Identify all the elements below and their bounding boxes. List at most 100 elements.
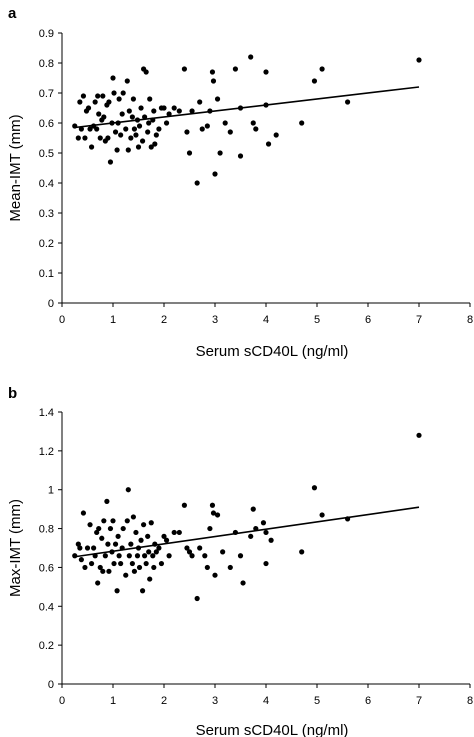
data-point [176, 529, 182, 536]
data-point [85, 105, 92, 111]
y-tick-label: 0.1 [39, 268, 54, 280]
data-point [84, 545, 91, 551]
x-tick-label: 5 [314, 695, 320, 707]
data-point [104, 498, 110, 504]
data-point [109, 549, 115, 555]
data-point [94, 529, 100, 536]
data-point [299, 549, 305, 555]
data-point [227, 129, 233, 135]
data-point [148, 520, 154, 526]
data-point [265, 141, 272, 147]
data-point [77, 99, 83, 105]
data-point [116, 553, 122, 559]
data-point [260, 520, 267, 526]
data-point [204, 123, 210, 129]
data-point [237, 553, 244, 559]
data-point [186, 549, 193, 555]
data-point [189, 553, 195, 559]
data-point [134, 553, 141, 559]
x-tick-label: 8 [467, 695, 473, 707]
y-tick-label: 0.7 [39, 88, 54, 100]
data-point [92, 99, 98, 105]
data-point [141, 522, 147, 528]
data-point [100, 568, 106, 574]
data-point [124, 78, 130, 84]
data-point [161, 105, 167, 111]
data-point [181, 66, 187, 72]
data-point [87, 126, 93, 132]
y-tick-label: 1 [48, 485, 54, 497]
data-point [237, 153, 244, 159]
data-point [130, 96, 136, 102]
data-point [138, 105, 144, 111]
data-point [161, 533, 167, 539]
data-point [101, 518, 107, 524]
data-point [115, 533, 121, 539]
data-point [237, 105, 244, 111]
data-point [194, 180, 200, 186]
data-point [110, 518, 116, 524]
data-point [82, 564, 88, 571]
x-tick-label: 0 [59, 695, 65, 707]
data-point [123, 572, 129, 578]
data-point [319, 66, 325, 72]
data-point [202, 553, 208, 559]
data-point [416, 57, 422, 63]
data-point [232, 66, 238, 72]
data-point [123, 126, 129, 132]
data-point [124, 518, 130, 524]
data-point [135, 545, 142, 551]
data-point [146, 549, 152, 555]
data-point [197, 545, 203, 551]
data-point [97, 564, 103, 571]
data-point [106, 99, 112, 105]
data-point [114, 588, 120, 594]
data-point [220, 549, 226, 555]
data-point [119, 545, 125, 551]
data-point [106, 568, 112, 574]
y-tick-label: 0 [48, 298, 54, 310]
x-tick-label: 0 [59, 314, 65, 326]
data-point [97, 135, 103, 141]
data-point [72, 123, 78, 129]
x-tick-label: 2 [161, 314, 167, 326]
data-point [99, 535, 105, 541]
y-tick-label: 0.8 [39, 58, 54, 70]
data-point [152, 141, 158, 147]
data-point [145, 533, 151, 539]
data-point [263, 102, 269, 108]
data-point [311, 78, 318, 84]
data-point [217, 150, 223, 156]
data-point [268, 537, 274, 543]
data-point [145, 129, 151, 135]
data-point [212, 572, 218, 578]
data-point [151, 108, 157, 114]
data-point [126, 108, 132, 114]
data-point [112, 541, 119, 547]
data-point [131, 126, 138, 132]
data-point [119, 111, 125, 117]
data-point [248, 54, 254, 60]
regression-line [74, 506, 420, 558]
y-tick-label: 0.2 [39, 238, 54, 250]
data-point [171, 105, 177, 111]
y-tick-label: 0.6 [39, 118, 54, 130]
data-point [100, 93, 106, 99]
data-point [82, 135, 88, 141]
data-point [129, 560, 135, 567]
data-point [158, 560, 165, 567]
data-point [72, 553, 78, 559]
data-point [345, 99, 351, 105]
data-point [101, 114, 107, 120]
data-point [176, 108, 182, 114]
data-point [107, 525, 114, 532]
data-point [94, 126, 100, 132]
data-point [95, 580, 101, 586]
y-tick-label: 0.9 [39, 28, 54, 40]
data-point [96, 525, 102, 532]
y-tick-label: 0.5 [39, 148, 54, 160]
data-point [111, 90, 117, 96]
data-point [156, 545, 162, 551]
panel-label: b [8, 385, 17, 402]
